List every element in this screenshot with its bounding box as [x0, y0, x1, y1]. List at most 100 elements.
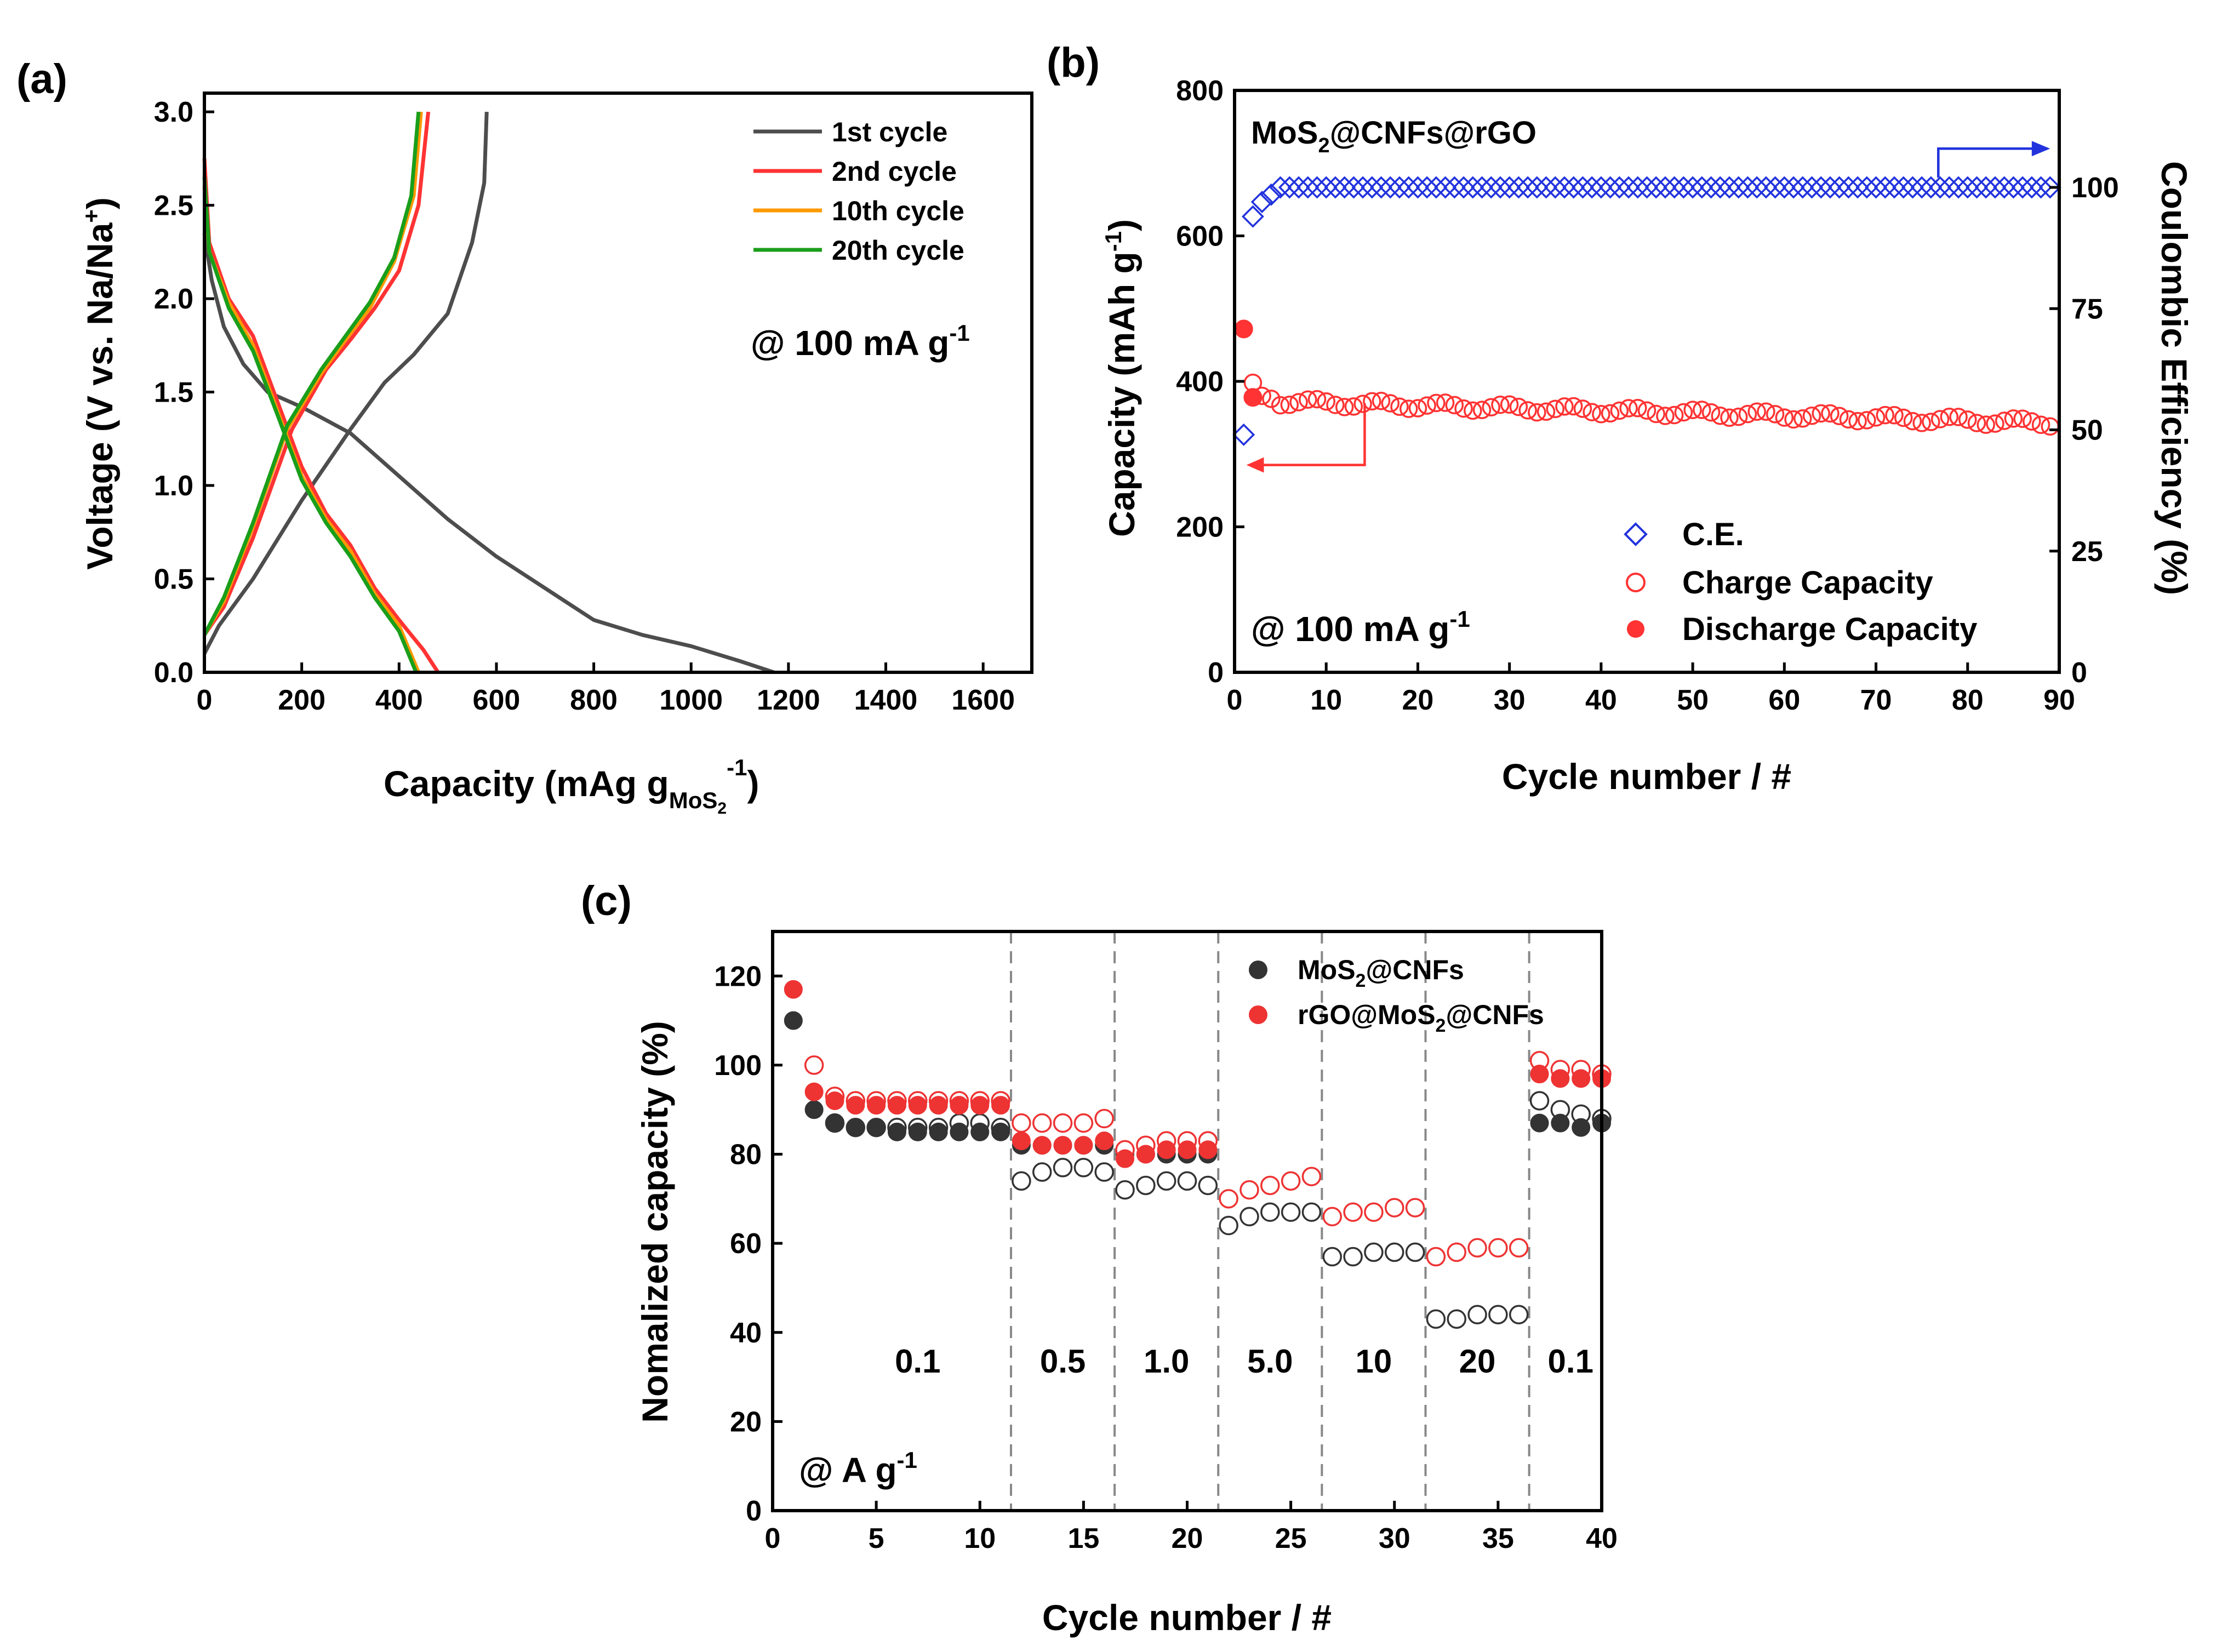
charge-capacity-marker — [1326, 396, 1345, 414]
y-tick-label: 0.0 — [154, 657, 193, 689]
series-1-charge-marker — [1426, 1309, 1446, 1329]
charge-capacity-marker — [1930, 410, 1950, 428]
series-1-discharge-marker — [1572, 1118, 1591, 1137]
ce-marker — [1626, 176, 1649, 199]
series-1-charge-marker — [1115, 1180, 1135, 1200]
ce-marker — [1764, 176, 1787, 199]
series-2-discharge-marker — [1551, 1069, 1570, 1088]
charge-capacity-marker — [1683, 401, 1702, 419]
series-1-charge-marker — [1177, 1171, 1197, 1191]
charge-capacity-marker — [1637, 401, 1656, 420]
series-2-charge-marker — [1301, 1167, 1322, 1186]
charge-capacity-marker — [1629, 399, 1647, 418]
series-1-charge-marker — [1281, 1202, 1301, 1222]
charge-capacity-marker — [1619, 399, 1638, 418]
series-2-charge-marker — [1012, 1113, 1031, 1133]
ce-marker — [1590, 176, 1613, 199]
panel-b-x-ticks: 0 10 20 30 40 50 60 70 80 90 — [1227, 662, 2075, 716]
ce-marker — [1920, 176, 1943, 199]
series-3-charge-line — [202, 111, 423, 636]
panel-a-label: (a) — [16, 56, 67, 102]
charge-capacity-marker — [1958, 410, 1977, 429]
x-tick-label: 50 — [1677, 684, 1709, 716]
series-2-discharge-marker — [784, 980, 803, 999]
panel-a-annotation: @ 100 mA g-1 — [751, 320, 970, 363]
series-1-charge-marker — [1032, 1162, 1052, 1182]
ce-marker — [1690, 176, 1713, 199]
series-1-charge-marker — [1156, 1171, 1176, 1191]
ce-marker — [1819, 176, 1842, 199]
panel-a-y-ticks: 0.0 0.5 1.0 1.5 2.0 2.5 3.0 — [154, 96, 214, 689]
ce-marker — [1315, 176, 1338, 199]
charge-capacity-marker — [1564, 397, 1583, 416]
series-1-discharge-marker — [950, 1122, 969, 1141]
charge-capacity-marker — [1693, 401, 1711, 419]
x-tick-label: 400 — [375, 684, 423, 716]
charge-capacity-marker — [1858, 411, 1876, 430]
x-tick-label: 1400 — [854, 684, 918, 716]
series-1-discharge-marker — [970, 1122, 990, 1141]
charge-capacity-marker — [1555, 397, 1574, 416]
rate-label: 0.1 — [895, 1343, 940, 1380]
panel-a-legend: 1st cycle 2nd cycle 10th cycle 20th cycle — [753, 117, 964, 266]
panel-b-title: MoS2@CNFs@rGO — [1251, 115, 1536, 157]
panel-c-rate-labels: 0.1 0.5 1.0 5.0 10 20 0.1 — [895, 1343, 1593, 1380]
charge-capacity-marker — [1674, 403, 1693, 422]
x-tick-label: 20 — [1402, 684, 1434, 716]
series-1-discharge-marker — [887, 1122, 906, 1141]
charge-capacity-marker — [1995, 411, 2014, 430]
x-tick-label: 200 — [278, 684, 325, 716]
charge-capacity-marker — [1344, 397, 1363, 416]
legend-marker-2 — [1249, 1005, 1267, 1024]
ce-marker — [1718, 176, 1741, 199]
y-tick-label: 1.5 — [154, 377, 193, 409]
ce-marker — [1443, 176, 1466, 199]
panel-a-x-label: Capacity (mAg gMoS2-1) — [384, 754, 759, 818]
charge-capacity-marker — [1454, 399, 1473, 418]
charge-capacity-marker — [1436, 393, 1455, 412]
ce-marker — [1782, 176, 1805, 199]
legend-discharge-marker — [1627, 620, 1644, 638]
series-2-charge-marker — [1281, 1171, 1301, 1191]
series-1-discharge-marker — [825, 1113, 844, 1133]
series-2-discharge-marker — [1095, 1131, 1114, 1151]
series-2-discharge-marker — [867, 1096, 886, 1115]
y-tick-label: 2.5 — [154, 190, 193, 222]
ce-marker — [1947, 176, 1970, 199]
x-tick-label: 0 — [765, 1523, 781, 1554]
charge-capacity-marker — [1885, 406, 1904, 425]
y-tick-label: 800 — [1176, 75, 1224, 107]
y-tick-label: 3.0 — [154, 96, 193, 128]
ce-marker — [1709, 176, 1732, 199]
ce-marker — [1654, 176, 1677, 199]
charge-capacity-marker — [1601, 404, 1620, 423]
ce-marker — [1700, 176, 1723, 199]
charge-capacity-marker — [2013, 409, 2032, 428]
ce-marker — [1370, 176, 1393, 199]
rate-label: 0.1 — [1548, 1343, 1593, 1380]
charge-capacity-marker — [1922, 413, 1940, 431]
x-tick-label: 80 — [1952, 684, 1984, 716]
ce-marker — [1672, 176, 1695, 199]
ce-marker — [1828, 176, 1851, 199]
x-tick-label: 10 — [1310, 684, 1342, 716]
ce-marker — [1901, 176, 1924, 199]
charge-capacity-marker — [1583, 403, 1601, 421]
series-2-discharge-marker — [929, 1096, 948, 1115]
panel-b-plot-area — [1232, 176, 2061, 446]
ce-marker — [1406, 176, 1429, 199]
charge-capacity-marker — [1793, 409, 1812, 428]
ce-marker — [2030, 176, 2053, 199]
ce-marker — [1984, 176, 2007, 199]
ce-marker — [1434, 176, 1457, 199]
series-4-discharge-line — [202, 177, 418, 673]
y-tick-label: 0 — [746, 1495, 762, 1527]
charge-capacity-marker — [1802, 407, 1821, 425]
ce-marker — [1846, 176, 1869, 199]
legend-marker-1 — [1249, 961, 1267, 979]
ce-marker — [1681, 176, 1704, 199]
ce-marker — [1471, 176, 1493, 199]
charge-capacity-marker — [1500, 395, 1519, 414]
series-1-discharge-marker — [991, 1122, 1010, 1141]
